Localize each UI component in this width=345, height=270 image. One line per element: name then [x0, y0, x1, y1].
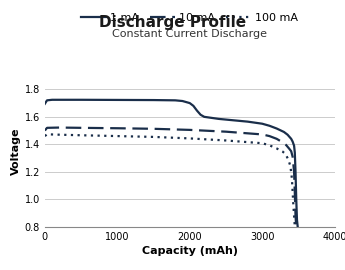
Y-axis label: Voltage: Voltage: [10, 127, 20, 175]
X-axis label: Capacity (mAh): Capacity (mAh): [142, 246, 238, 256]
Text: Discharge Profile: Discharge Profile: [99, 15, 246, 30]
Title: Constant Current Discharge: Constant Current Discharge: [112, 29, 267, 39]
Legend: 1 mA, 10 mA, 100 mA: 1 mA, 10 mA, 100 mA: [77, 9, 303, 28]
